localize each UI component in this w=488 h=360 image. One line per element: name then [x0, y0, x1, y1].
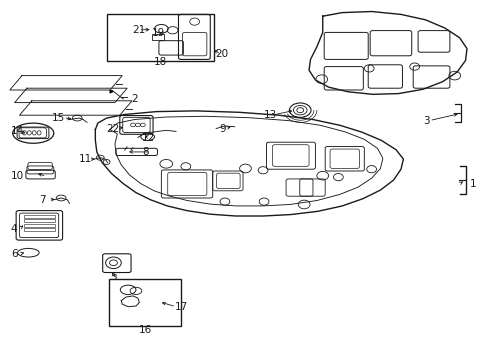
Bar — [108, 279, 181, 326]
Text: 19: 19 — [151, 28, 164, 39]
Text: 18: 18 — [153, 57, 167, 67]
Text: 5: 5 — [110, 272, 117, 282]
Text: 8: 8 — [142, 147, 148, 157]
Text: 16: 16 — [138, 325, 152, 336]
Text: 4: 4 — [11, 224, 18, 234]
Text: 1: 1 — [468, 179, 475, 189]
Text: 13: 13 — [264, 110, 277, 120]
Text: 15: 15 — [52, 113, 65, 123]
Bar — [151, 34, 163, 40]
Bar — [106, 14, 214, 61]
Text: 11: 11 — [79, 154, 92, 164]
Text: 21: 21 — [132, 25, 145, 35]
Text: 6: 6 — [11, 249, 18, 259]
Text: 9: 9 — [219, 123, 225, 134]
Text: 14: 14 — [11, 126, 24, 136]
Text: 12: 12 — [142, 132, 155, 143]
Text: 22: 22 — [106, 123, 120, 134]
Text: 20: 20 — [215, 49, 228, 59]
Bar — [24, 228, 55, 231]
Bar — [24, 219, 55, 222]
Text: 10: 10 — [11, 171, 24, 181]
Text: 17: 17 — [175, 302, 188, 312]
Bar — [24, 215, 55, 218]
Bar — [24, 224, 55, 227]
Text: 7: 7 — [39, 195, 46, 205]
Text: 2: 2 — [131, 94, 138, 104]
Text: 3: 3 — [422, 116, 429, 126]
